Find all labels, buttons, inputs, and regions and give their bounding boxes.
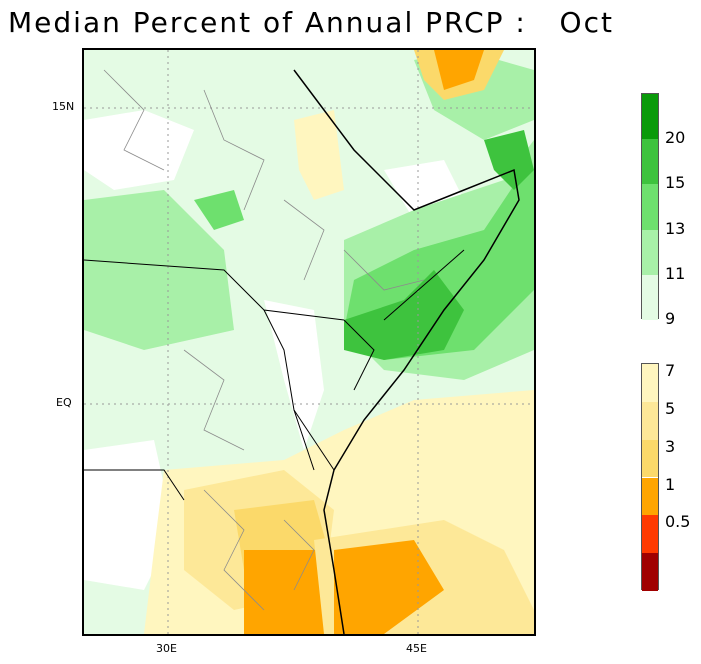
- colorbar-label: 7: [665, 361, 676, 380]
- colorbar-swatch: [642, 184, 658, 230]
- colorbar-swatch: [642, 139, 658, 185]
- colorbar-label: 13: [665, 218, 686, 238]
- wet-region-west: [84, 190, 234, 350]
- wettest-region-gulf: [484, 130, 534, 190]
- colorbar-label: 5: [665, 398, 676, 418]
- colorbar-swatch: [642, 439, 658, 478]
- colorbar-swatch: [642, 477, 658, 516]
- colorbar-swatch: [642, 274, 658, 320]
- lon-label-45e: 45E: [406, 642, 427, 655]
- dry-region-ethiopia-north: [294, 110, 344, 200]
- map-canvas: [84, 50, 534, 634]
- colorbar-label: 0.5: [665, 512, 691, 532]
- map-title: Median Percent of Annual PRCP : Oct: [8, 6, 614, 39]
- lat-label-15n: 15N: [52, 100, 75, 113]
- lowest-region-yemen: [434, 50, 484, 90]
- colorbar-swatch: [642, 229, 658, 275]
- graticule: [84, 50, 534, 634]
- dry-region-central: [264, 300, 324, 450]
- colorbar-swatch: [642, 94, 658, 140]
- colorbar-swatch: [642, 401, 658, 440]
- wettest-region-somalia: [344, 270, 464, 360]
- country-borders: [84, 249, 465, 501]
- colorbar-upper: [641, 93, 659, 320]
- colorbar-lower: [641, 363, 659, 591]
- admin-borders: [103, 69, 425, 611]
- colorbar-label: 3: [665, 436, 676, 456]
- colorbar-label: 20: [665, 128, 686, 148]
- colorbar-swatch: [642, 515, 658, 554]
- colorbar-label: 15: [665, 173, 686, 193]
- colorbar-label: 9: [665, 309, 676, 328]
- coastline: [293, 69, 520, 634]
- colorbar-label: 1: [665, 474, 676, 494]
- colorbar-label: 11: [665, 263, 686, 283]
- wetter-region-sudan: [194, 190, 244, 230]
- dry-region-southwest: [84, 440, 174, 590]
- colorbar-swatch: [642, 553, 658, 591]
- driest-region-southeast: [334, 540, 444, 634]
- colorbar-swatch: [642, 364, 658, 402]
- dry-region-west: [84, 110, 194, 190]
- lat-label-eq: EQ: [56, 396, 72, 409]
- precipitation-map: [82, 48, 536, 636]
- lon-label-30e: 30E: [156, 642, 177, 655]
